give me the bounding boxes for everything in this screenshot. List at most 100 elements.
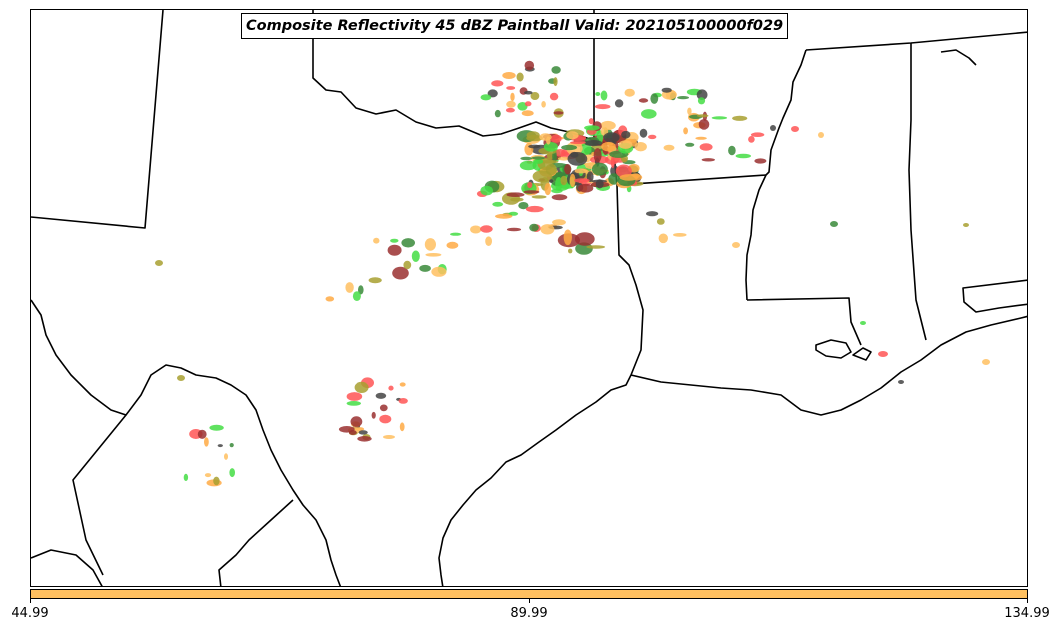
storm-cell [390, 238, 399, 243]
storm-cell [735, 153, 751, 159]
storm-cell [204, 437, 209, 447]
storm-cell [566, 131, 579, 140]
storm-cell [550, 134, 562, 143]
storm-cell [549, 179, 554, 183]
storm-cell [614, 99, 624, 108]
storm-cell [506, 192, 525, 197]
storm-cell [346, 392, 363, 401]
storm-cell [357, 436, 372, 442]
storm-cell [728, 145, 736, 156]
storm-cell [750, 132, 765, 137]
storm-cell [575, 242, 593, 255]
storm-cell [508, 211, 519, 216]
storm-cell [204, 473, 212, 478]
storm-cell [963, 223, 969, 227]
storm-cell [480, 185, 494, 196]
storm-cell [470, 225, 482, 234]
storm-cell [533, 159, 544, 164]
tn-river-lake [940, 49, 977, 66]
storm-cell [561, 144, 578, 151]
storm-cell [383, 435, 395, 439]
storm-cell [732, 242, 740, 248]
storm-cell [431, 266, 447, 277]
storm-cell [603, 132, 620, 143]
storm-cell [677, 96, 690, 100]
storm-cell [588, 118, 594, 125]
storm-cell [584, 140, 603, 147]
state-borders [31, 10, 1027, 586]
storm-cell [495, 213, 513, 219]
storm-cell [658, 233, 668, 244]
storm-cell [610, 155, 615, 169]
storm-cell [388, 385, 394, 391]
gulf-coastline [438, 374, 632, 586]
storm-cell [543, 142, 558, 152]
storm-cell [553, 111, 564, 115]
storm-cell [578, 183, 594, 193]
storm-cell [354, 381, 369, 393]
storm-cell [521, 110, 534, 117]
storm-cell [528, 144, 541, 149]
storm-cell [358, 285, 364, 295]
mexico-state-border-2 [72, 414, 127, 576]
storm-cell [770, 125, 776, 131]
storm-cell [549, 92, 559, 101]
storm-cell [695, 136, 707, 140]
storm-cell [638, 98, 649, 103]
storm-cell [711, 116, 728, 120]
storm-cell [699, 143, 713, 151]
storm-cell [551, 188, 563, 194]
storm-cell [524, 101, 532, 107]
storm-cell [663, 144, 675, 151]
storm-cell [529, 223, 539, 232]
storm-cell [520, 156, 533, 161]
storm-cell [618, 140, 633, 149]
storm-cell [878, 351, 888, 357]
storm-cell [419, 264, 431, 272]
storm-cell [519, 160, 537, 171]
colorbar-tick-max [1027, 599, 1028, 603]
storm-cell [530, 92, 540, 100]
storm-cell [229, 468, 235, 478]
storm-cell [401, 238, 416, 248]
storm-cell [563, 229, 572, 246]
storm-cell [505, 107, 515, 113]
storm-cell [510, 92, 515, 102]
storm-cell [525, 205, 544, 213]
colorbar [30, 589, 1028, 599]
storm-cell [621, 130, 631, 139]
storm-cell [155, 260, 163, 266]
lake-borgne [852, 347, 872, 361]
storm-cell [177, 375, 185, 381]
storm-cell [368, 277, 382, 284]
storm-cell [574, 168, 588, 174]
storm-cell [524, 60, 535, 71]
al-fl-border [962, 279, 1027, 313]
tn-border [805, 31, 1027, 51]
storm-cell [516, 72, 524, 82]
storm-cell [541, 101, 546, 108]
storm-cell [480, 225, 493, 233]
storm-cell [698, 119, 710, 130]
storm-cell [818, 132, 824, 138]
nm-co-border [31, 10, 164, 229]
colorbar-tick-min [30, 599, 31, 603]
la-ms-border [746, 297, 862, 346]
map-title: Composite Reflectivity 45 dBZ Paintball … [241, 13, 789, 39]
storm-cell [411, 250, 420, 262]
storm-cell [399, 382, 406, 387]
colorbar-tick-label-mid: 89.99 [510, 606, 548, 621]
storm-cell [600, 120, 616, 131]
storm-cell [392, 266, 409, 280]
storm-cell [683, 127, 688, 135]
storm-cell [480, 94, 492, 101]
storm-cell [398, 398, 408, 404]
mexico-state-border-1 [31, 549, 103, 586]
storm-cell [502, 72, 516, 79]
la-coastline [630, 315, 1027, 416]
storm-cell [641, 109, 657, 119]
storm-cell [539, 160, 559, 164]
colorbar-tick-mid [529, 599, 530, 603]
storm-cell [213, 476, 220, 486]
storm-cell [557, 156, 570, 161]
